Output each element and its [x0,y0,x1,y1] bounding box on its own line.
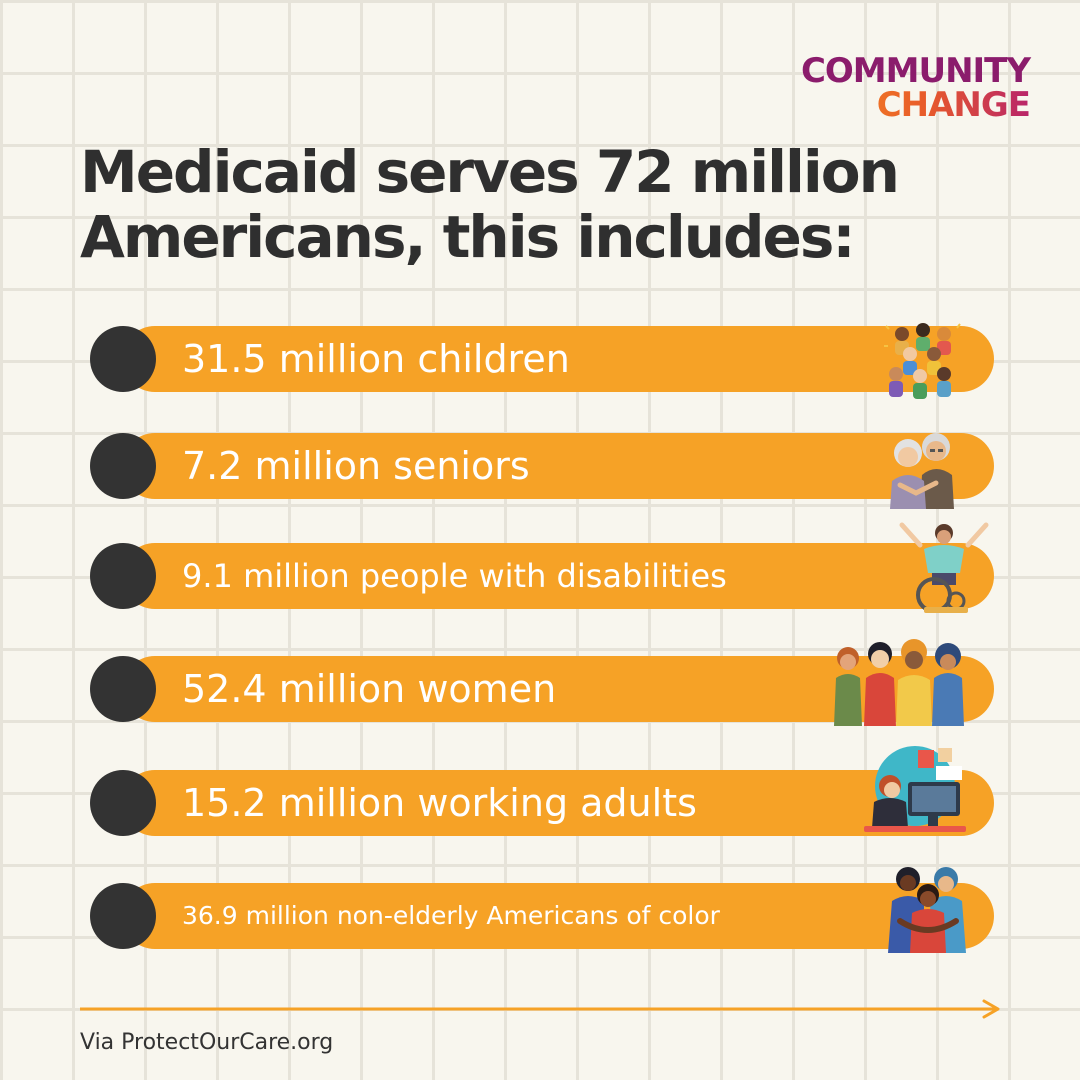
bullet-dot [90,433,156,499]
item-bar [122,543,994,609]
senior-couple-icon [880,423,966,509]
item-bar [122,770,994,836]
list-item-working-adults: 15.2 million working adults [90,746,994,836]
item-label: 36.9 million non-elderly Americans of co… [182,901,720,930]
bullet-dot [90,770,156,836]
bullet-dot [90,326,156,392]
source-credit: Via ProtectOurCare.org [80,1030,334,1055]
item-bar [122,433,994,499]
list-item-disabilities: 9.1 million people with disabilities [90,522,994,613]
bullet-dot [90,656,156,722]
list-item-americans-of-color: 36.9 million non-elderly Americans of co… [90,867,994,953]
wheelchair-user-icon [894,515,994,615]
children-group-icon [880,316,966,402]
hugging-people-icon [884,861,970,953]
logo-line-2: CHANGE [801,88,1031,122]
page-title: Medicaid serves 72 million Americans, th… [80,138,900,271]
logo-line-1: COMMUNITY [800,51,1031,91]
bullet-dot [90,543,156,609]
list-item-women: 52.4 million women [90,639,994,726]
item-label: 15.2 million working adults [182,781,697,825]
bullet-dot [90,883,156,949]
list-item-seniors: 7.2 million seniors [90,433,994,509]
list-item-children: 31.5 million children [90,323,994,399]
worker-at-computer-icon [860,742,970,838]
arrow-right-icon [80,999,1000,1019]
item-label: 7.2 million seniors [182,444,530,488]
item-label: 31.5 million children [182,337,570,381]
item-bar [122,883,994,949]
item-label: 52.4 million women [182,667,557,711]
item-label: 9.1 million people with disabilities [182,557,727,595]
women-group-icon [830,638,970,726]
community-change-logo: COMMUNITY CHANGE [800,51,1031,122]
item-bar [122,326,994,392]
